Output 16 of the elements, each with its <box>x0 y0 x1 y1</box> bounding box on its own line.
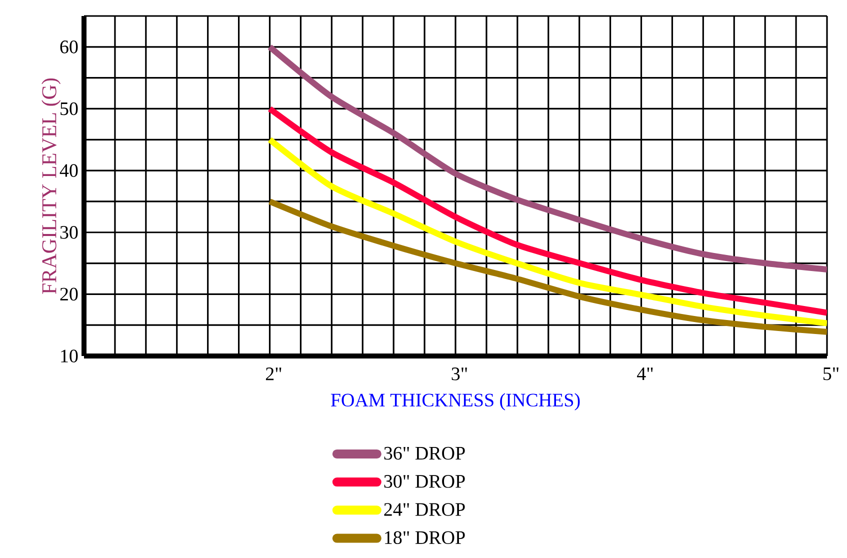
y-tick-label: 10 <box>61 350 78 362</box>
y-tick-label: 50 <box>60 102 78 116</box>
y-tick-label: 30 <box>60 226 78 239</box>
x-tick-label: 2" <box>266 368 282 380</box>
x-axis-title: FOAM THICKNESS (INCHES) <box>330 393 580 410</box>
legend-label: 18" DROP <box>385 531 465 544</box>
legend-label: 24" DROP <box>384 503 465 516</box>
y-axis-title: FRAGILITY LEVEL (G) <box>42 78 61 294</box>
x-tick-label: 5" <box>823 368 838 380</box>
x-tick-label: 3" <box>452 368 467 380</box>
y-tick-label: 40 <box>60 164 78 177</box>
x-tick-label: 4" <box>637 368 653 380</box>
y-tick-label: 60 <box>60 40 78 54</box>
legend-label: 30" DROP <box>384 474 465 488</box>
y-tick-label: 20 <box>60 288 78 301</box>
legend-label: 36" DROP <box>384 446 465 460</box>
